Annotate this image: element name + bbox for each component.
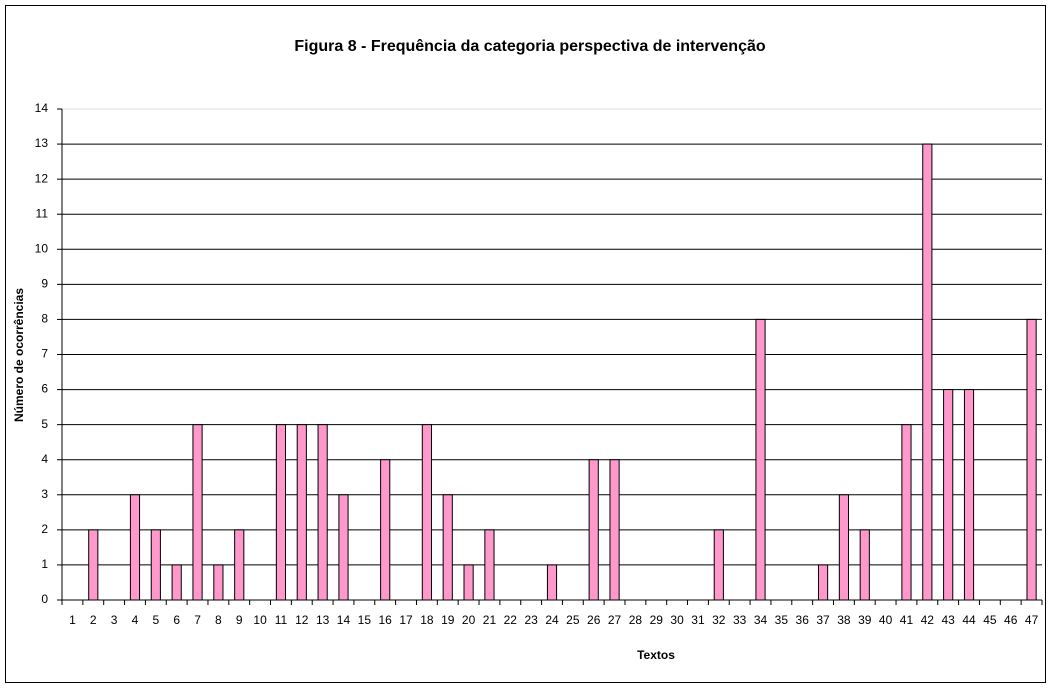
bar — [755, 318, 766, 601]
bar — [963, 389, 975, 601]
x-tick-label: 15 — [358, 613, 372, 627]
bar — [150, 529, 161, 601]
bar — [1026, 318, 1037, 601]
x-tick-label: 17 — [399, 613, 413, 627]
bar — [859, 529, 870, 601]
x-tick-label: 25 — [566, 613, 580, 627]
x-tick-label: 38 — [837, 613, 851, 627]
bar — [275, 424, 287, 601]
x-tick-label: 8 — [215, 613, 222, 627]
x-tick-label: 18 — [420, 613, 434, 627]
x-tick-label: 5 — [152, 613, 159, 627]
y-tick-label: 4 — [41, 452, 48, 466]
y-tick-label: 7 — [41, 347, 48, 361]
bar — [838, 494, 850, 601]
x-tick-label: 27 — [608, 613, 622, 627]
x-tick-label: 9 — [236, 613, 243, 627]
x-tick-label: 31 — [691, 613, 705, 627]
x-tick-label: 24 — [545, 613, 559, 627]
x-tick-label: 47 — [1025, 613, 1039, 627]
x-tick-label: 28 — [629, 613, 643, 627]
x-tick-label: 44 — [962, 613, 976, 627]
x-axis-label: Textos — [637, 648, 675, 662]
bar — [901, 424, 912, 601]
y-tick-label: 9 — [41, 277, 48, 291]
x-tick-label: 21 — [483, 613, 497, 627]
x-tick-label: 20 — [462, 613, 476, 627]
bar — [317, 424, 328, 601]
y-tick-label: 11 — [36, 206, 49, 220]
x-tick-label: 4 — [132, 613, 139, 627]
bar — [296, 424, 307, 601]
x-tick-label: 29 — [650, 613, 664, 627]
y-tick-label: 12 — [35, 171, 49, 185]
x-tick-label: 26 — [587, 613, 601, 627]
x-tick-label: 30 — [670, 613, 684, 627]
x-tick-label: 46 — [1004, 613, 1018, 627]
x-tick-label: 3 — [111, 613, 118, 627]
bar — [463, 564, 474, 601]
x-tick-label: 39 — [858, 613, 872, 627]
x-tick-label: 37 — [816, 613, 830, 627]
x-tick-label: 34 — [754, 613, 768, 627]
bar — [171, 564, 182, 601]
y-tick-label: 6 — [41, 382, 48, 396]
x-tick-label: 7 — [194, 613, 201, 627]
x-tick-label: 35 — [775, 613, 789, 627]
y-tick-label: 0 — [41, 592, 48, 606]
x-tick-label: 1 — [69, 613, 76, 627]
x-tick-label: 6 — [173, 613, 180, 627]
bar — [922, 143, 933, 601]
y-axis-label: Número de ocorrências — [12, 288, 26, 422]
bar — [88, 529, 99, 601]
x-tick-label: 14 — [337, 613, 351, 627]
y-tick-label: 14 — [35, 101, 49, 115]
bar — [421, 424, 432, 601]
x-tick-label: 41 — [900, 613, 914, 627]
bar — [192, 424, 203, 601]
chart-title: Figura 8 - Frequência da categoria persp… — [294, 38, 766, 55]
x-tick-label: 33 — [733, 613, 747, 627]
x-tick-label: 11 — [275, 613, 288, 627]
x-tick-label: 12 — [295, 613, 309, 627]
bar — [609, 459, 620, 601]
x-tick-label: 22 — [504, 613, 518, 627]
bar — [442, 494, 453, 601]
x-tick-label: 36 — [796, 613, 810, 627]
x-tick-label: 40 — [879, 613, 893, 627]
x-tick-label: 16 — [379, 613, 393, 627]
x-tick-label: 19 — [441, 613, 455, 627]
bar — [588, 459, 599, 601]
x-tick-label: 2 — [90, 613, 97, 627]
bar — [380, 459, 391, 601]
x-tick-label: 23 — [524, 613, 538, 627]
y-tick-label: 13 — [35, 136, 49, 150]
y-tick-label: 8 — [41, 312, 48, 326]
bar — [713, 529, 724, 601]
x-tick-label: 43 — [941, 613, 955, 627]
x-tick-label: 10 — [253, 613, 267, 627]
bar — [484, 529, 495, 601]
y-tick-label: 10 — [35, 241, 49, 255]
x-tick-label: 32 — [712, 613, 726, 627]
bar — [943, 389, 954, 601]
bar — [817, 564, 829, 601]
bar — [234, 529, 245, 601]
x-tick-label: 45 — [983, 613, 997, 627]
y-tick-label: 3 — [41, 487, 48, 501]
bar — [129, 494, 141, 601]
bar — [338, 494, 349, 601]
chart-border — [5, 5, 1046, 683]
y-tick-label: 2 — [41, 522, 48, 536]
y-tick-label: 5 — [41, 417, 48, 431]
bar — [213, 564, 224, 601]
x-tick-label: 42 — [921, 613, 935, 627]
x-tick-label: 13 — [316, 613, 330, 627]
bar — [546, 564, 558, 601]
y-tick-label: 1 — [41, 557, 48, 571]
